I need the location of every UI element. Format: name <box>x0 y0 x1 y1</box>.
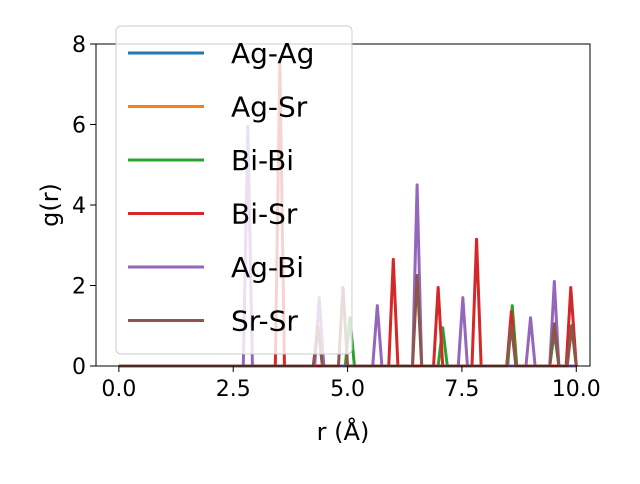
y-tick-label: 0 <box>72 355 86 380</box>
legend-label: Ag-Sr <box>231 91 308 124</box>
y-axis-label: g(r) <box>36 183 64 227</box>
ticks-layer: 0.0 2.5 5.0 7.5 10.0 0 2 4 6 8 <box>72 33 601 402</box>
legend-label: Ag-Ag <box>231 37 314 70</box>
x-tick-label: 0.0 <box>101 377 136 402</box>
x-tick-label: 2.5 <box>216 377 251 402</box>
legend-label: Sr-Sr <box>231 305 298 338</box>
legend-label: Ag-Bi <box>231 251 304 284</box>
y-tick-label: 2 <box>72 275 86 300</box>
legend-label: Bi-Sr <box>231 198 298 231</box>
y-tick-label: 8 <box>72 33 86 58</box>
legend-label: Bi-Bi <box>231 144 294 177</box>
y-tick-label: 6 <box>72 114 86 139</box>
legend: Ag-Ag Ag-Sr Bi-Bi Bi-Sr Ag-Bi Sr-Sr <box>115 25 353 355</box>
y-tick-label: 4 <box>72 194 86 219</box>
x-tick-label: 10.0 <box>552 377 601 402</box>
x-axis-label: r (Å) <box>317 417 370 446</box>
x-tick-label: 5.0 <box>330 377 365 402</box>
x-tick-label: 7.5 <box>444 377 479 402</box>
